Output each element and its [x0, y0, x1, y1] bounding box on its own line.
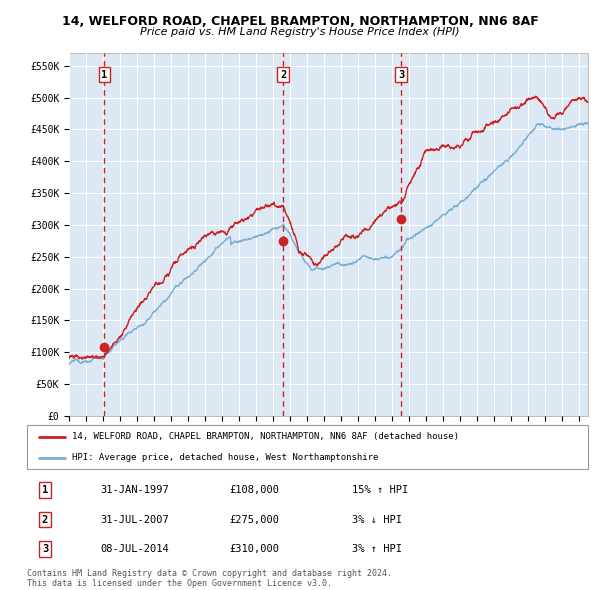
Text: 31-JUL-2007: 31-JUL-2007 [100, 514, 169, 525]
Text: 3% ↑ HPI: 3% ↑ HPI [352, 544, 403, 554]
Text: 31-JAN-1997: 31-JAN-1997 [100, 486, 169, 495]
Text: 3% ↓ HPI: 3% ↓ HPI [352, 514, 403, 525]
Text: 2: 2 [280, 70, 286, 80]
Text: £310,000: £310,000 [229, 544, 279, 554]
Text: 1: 1 [42, 486, 48, 495]
Text: 3: 3 [42, 544, 48, 554]
Text: This data is licensed under the Open Government Licence v3.0.: This data is licensed under the Open Gov… [27, 579, 332, 588]
Text: 1: 1 [101, 70, 107, 80]
Text: £275,000: £275,000 [229, 514, 279, 525]
Text: Price paid vs. HM Land Registry's House Price Index (HPI): Price paid vs. HM Land Registry's House … [140, 27, 460, 37]
Text: 15% ↑ HPI: 15% ↑ HPI [352, 486, 409, 495]
FancyBboxPatch shape [27, 425, 588, 469]
Text: £108,000: £108,000 [229, 486, 279, 495]
Text: 08-JUL-2014: 08-JUL-2014 [100, 544, 169, 554]
Text: 2: 2 [42, 514, 48, 525]
Text: 14, WELFORD ROAD, CHAPEL BRAMPTON, NORTHAMPTON, NN6 8AF: 14, WELFORD ROAD, CHAPEL BRAMPTON, NORTH… [62, 15, 538, 28]
Text: HPI: Average price, detached house, West Northamptonshire: HPI: Average price, detached house, West… [72, 454, 378, 463]
Text: 3: 3 [398, 70, 404, 80]
Text: Contains HM Land Registry data © Crown copyright and database right 2024.: Contains HM Land Registry data © Crown c… [27, 569, 392, 578]
Text: 14, WELFORD ROAD, CHAPEL BRAMPTON, NORTHAMPTON, NN6 8AF (detached house): 14, WELFORD ROAD, CHAPEL BRAMPTON, NORTH… [72, 432, 459, 441]
